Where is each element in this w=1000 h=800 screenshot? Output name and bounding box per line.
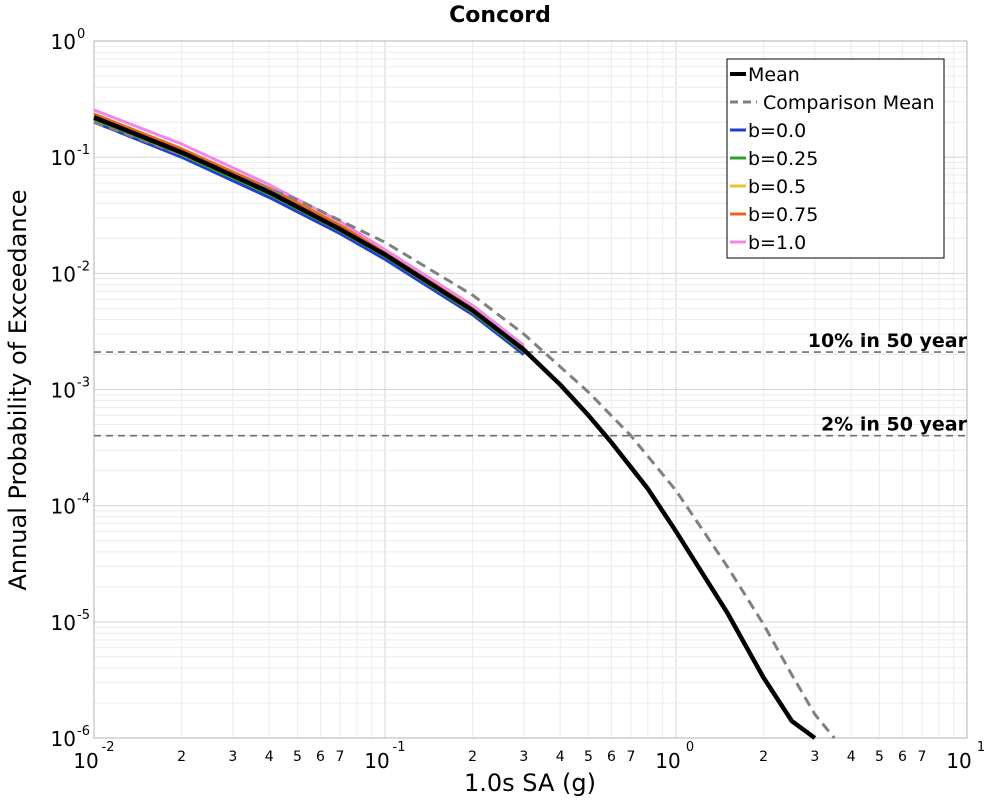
- chart-title: Concord: [449, 3, 551, 28]
- legend: Mean Comparison Mean b=0.0 b=0.25 b=0.5 b=0.7…: [726, 58, 945, 259]
- legend-box: [726, 58, 945, 259]
- series-line-b-0-5: [93, 114, 525, 351]
- legend-label: b=0.0: [748, 120, 806, 142]
- x-minor-tick-label: 3: [810, 749, 819, 765]
- y-tick-exponent: -5: [77, 608, 90, 623]
- y-tick-exponent: -1: [77, 143, 90, 158]
- x-tick-exponent: 0: [686, 740, 694, 755]
- y-tick-exponent: -2: [77, 259, 90, 274]
- y-tick-exponent: -6: [77, 724, 90, 739]
- x-minor-tick-label: 6: [316, 749, 325, 765]
- y-axis-label: Annual Probability of Exceedance: [4, 189, 32, 590]
- x-minor-tick-label: 5: [293, 749, 302, 765]
- x-minor-tick-label: 5: [584, 749, 593, 765]
- y-tick-exponent: -3: [77, 376, 90, 391]
- legend-label: Comparison Mean: [763, 92, 935, 114]
- x-tick-label: 10: [73, 749, 98, 773]
- x-tick-exponent: 1: [977, 740, 985, 755]
- x-tick-label: 10: [655, 749, 680, 773]
- x-minor-tick-label: 6: [607, 749, 616, 765]
- reference-lines: 10% in 50 year 2% in 50 year: [94, 330, 968, 437]
- x-minor-tick-label: 4: [265, 749, 274, 765]
- x-minor-tick-label: 7: [335, 749, 344, 765]
- series-line-b-0-0: [93, 120, 525, 356]
- y-tick-label: 10: [51, 611, 76, 635]
- y-tick-exponent: 0: [77, 27, 85, 42]
- x-tick-exponent: -1: [393, 740, 406, 755]
- x-minor-tick-label: 2: [177, 749, 186, 765]
- x-minor-tick-label: 4: [847, 749, 856, 765]
- x-minor-tick-label: 5: [875, 749, 884, 765]
- x-minor-tick-label: 2: [759, 749, 768, 765]
- legend-label: b=1.0: [748, 232, 806, 254]
- x-minor-tick-label: 2: [468, 749, 477, 765]
- grid: [93, 40, 968, 739]
- y-tick-label: 10: [51, 262, 76, 286]
- series-line-mean: [93, 115, 817, 740]
- x-minor-tick-label: 6: [898, 749, 907, 765]
- y-tick-label: 10: [51, 146, 76, 170]
- legend-label: b=0.75: [748, 204, 818, 226]
- reference-line-label: 10% in 50 year: [808, 330, 968, 352]
- y-tick-label: 10: [51, 495, 76, 519]
- series-line-comparison-mean: [93, 120, 836, 739]
- y-tick-label: 10: [51, 379, 76, 403]
- reference-line-label: 2% in 50 year: [821, 414, 968, 436]
- series-line-b-0-25: [93, 118, 525, 354]
- x-minor-tick-label: 3: [519, 749, 528, 765]
- x-minor-tick-label: 4: [556, 749, 565, 765]
- x-axis-label: 1.0s SA (g): [464, 769, 596, 797]
- x-minor-tick-label: 7: [917, 749, 926, 765]
- series-lines: [93, 108, 836, 740]
- legend-label: b=0.5: [748, 176, 806, 198]
- plot-frame: [93, 40, 968, 739]
- y-tick-label: 10: [51, 30, 76, 54]
- x-tick-label: 10: [946, 749, 971, 773]
- y-tick-exponent: -4: [77, 492, 90, 507]
- legend-label: b=0.25: [748, 148, 818, 170]
- x-minor-tick-label: 7: [626, 749, 635, 765]
- legend-label: Mean: [748, 64, 800, 86]
- x-tick-label: 10: [364, 749, 389, 773]
- x-tick-exponent: -2: [102, 740, 115, 755]
- series-line-b-0-75: [93, 112, 525, 349]
- y-tick-label: 10: [51, 727, 76, 751]
- x-minor-tick-label: 3: [228, 749, 237, 765]
